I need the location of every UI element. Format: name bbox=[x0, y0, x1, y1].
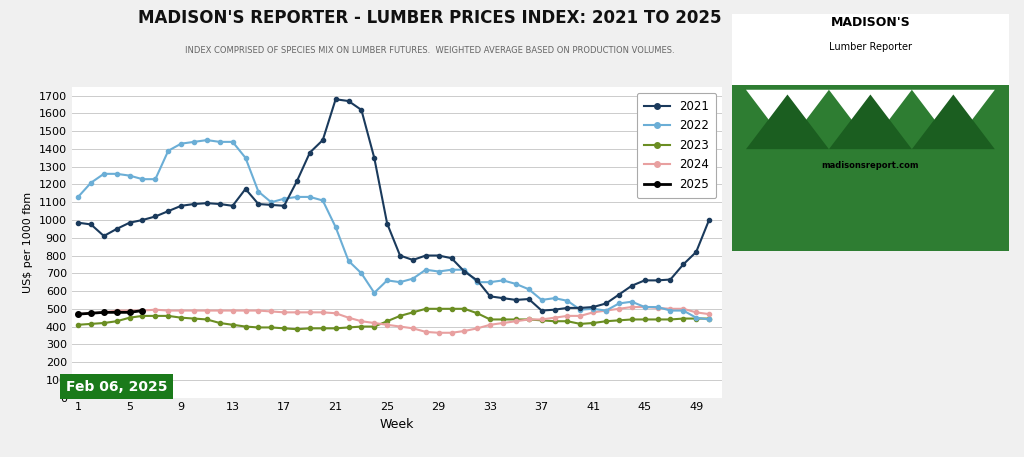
Polygon shape bbox=[745, 90, 829, 144]
Text: MADISON'S: MADISON'S bbox=[830, 16, 910, 29]
Text: madisonsreport.com: madisonsreport.com bbox=[821, 161, 920, 170]
Polygon shape bbox=[745, 95, 829, 149]
Polygon shape bbox=[829, 95, 911, 149]
Polygon shape bbox=[911, 95, 995, 149]
Polygon shape bbox=[911, 90, 995, 144]
Polygon shape bbox=[829, 90, 911, 144]
Bar bbox=[732, 85, 1009, 251]
Legend: 2021, 2022, 2023, 2024, 2025: 2021, 2022, 2023, 2024, 2025 bbox=[637, 93, 716, 198]
Text: INDEX COMPRISED OF SPECIES MIX ON LUMBER FUTURES.  WEIGHTED AVERAGE BASED ON PRO: INDEX COMPRISED OF SPECIES MIX ON LUMBER… bbox=[185, 46, 675, 55]
Bar bbox=[732, 14, 1009, 85]
X-axis label: Week: Week bbox=[380, 418, 414, 431]
Text: Lumber Reporter: Lumber Reporter bbox=[828, 42, 912, 52]
Text: Feb 06, 2025: Feb 06, 2025 bbox=[66, 380, 168, 393]
Text: MADISON'S REPORTER - LUMBER PRICES INDEX: 2021 TO 2025: MADISON'S REPORTER - LUMBER PRICES INDEX… bbox=[138, 9, 722, 27]
Y-axis label: US$ per 1000 fbm: US$ per 1000 fbm bbox=[24, 191, 33, 293]
